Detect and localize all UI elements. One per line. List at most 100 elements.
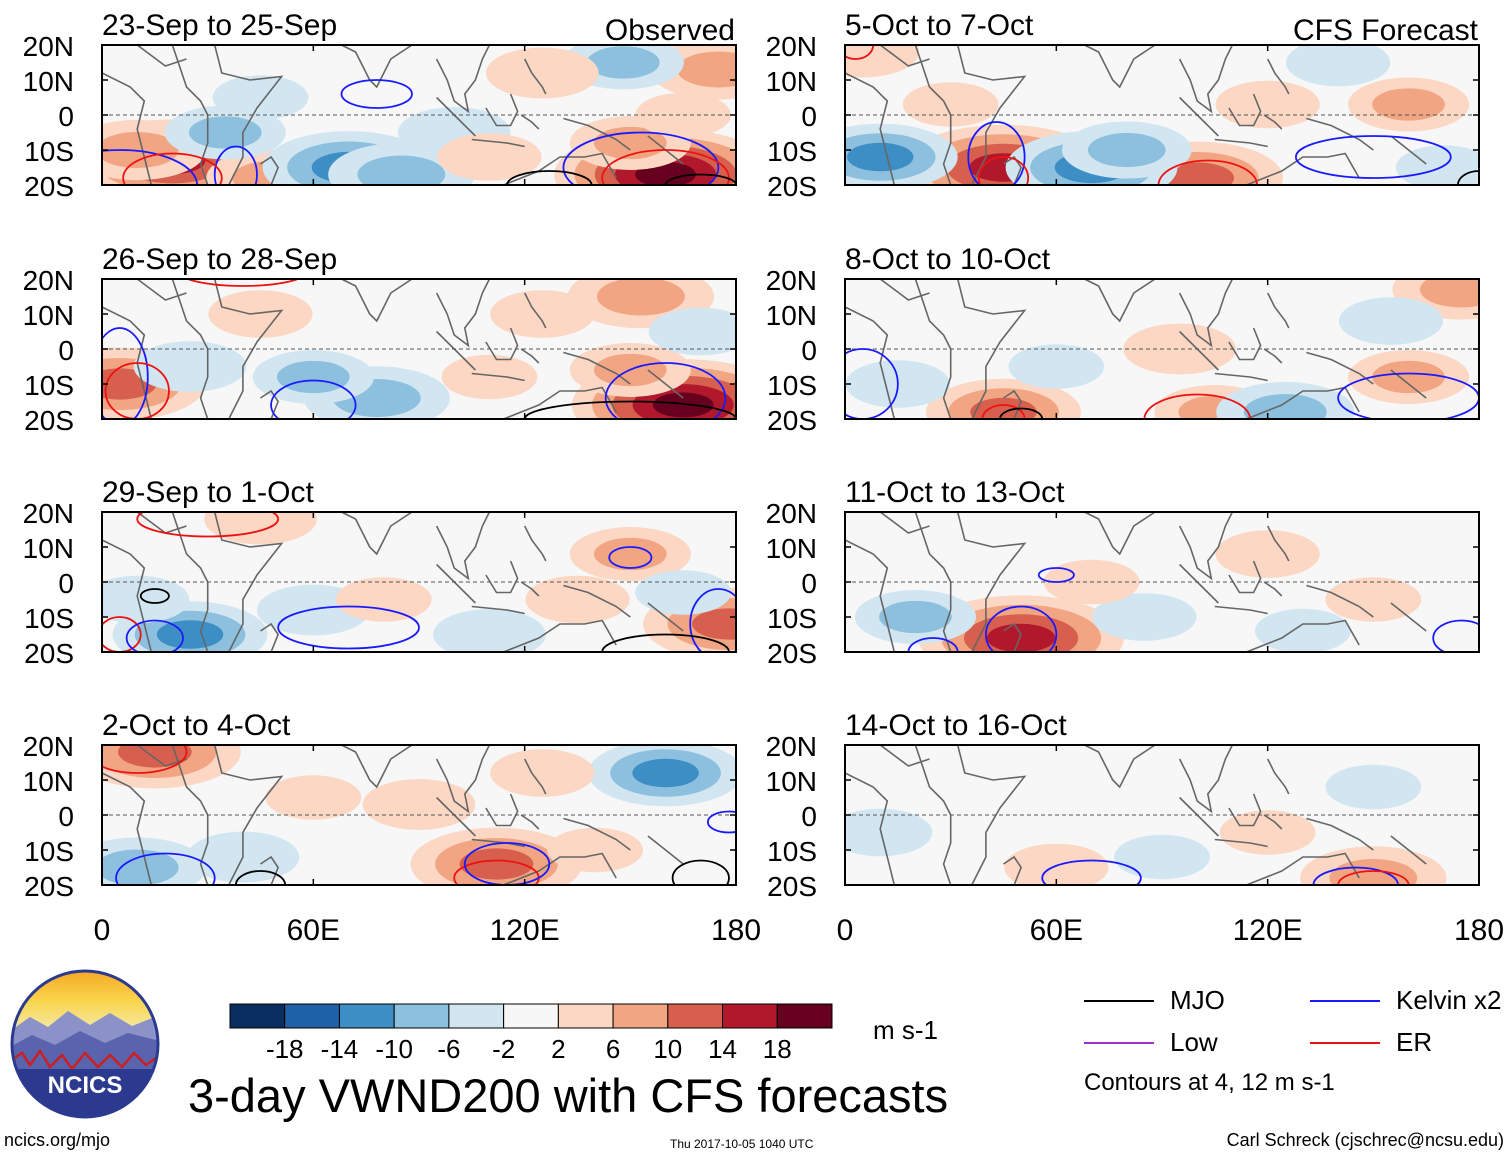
y-tick-label: 10N	[23, 533, 74, 564]
coastline	[341, 45, 413, 89]
contour-er	[1143, 393, 1251, 419]
panel-title: 14-Oct to 16-Oct	[845, 709, 1067, 742]
colorbar-swatch	[776, 1003, 833, 1029]
coastline	[914, 745, 952, 885]
contour-mjo	[234, 870, 287, 885]
anomaly-blob	[632, 758, 699, 788]
anomaly-blob	[441, 354, 538, 400]
anomaly-blob	[1087, 132, 1166, 168]
coastline	[523, 58, 547, 95]
y-tick-label: 20S	[767, 638, 817, 669]
y-tick-label: 20S	[767, 171, 817, 202]
coastline	[503, 386, 617, 419]
coastline	[1228, 327, 1262, 361]
legend-swatch-er	[1310, 1041, 1380, 1044]
coastline	[523, 525, 547, 562]
coastline	[1306, 584, 1374, 618]
coastline	[1306, 817, 1374, 851]
contour-er	[981, 404, 1026, 419]
anomaly-blob	[525, 575, 630, 624]
colorbar-label: 10	[653, 1034, 682, 1064]
anomaly-blob	[879, 600, 952, 634]
anomaly-blob	[586, 46, 660, 79]
y-tick-label: 20N	[23, 731, 74, 762]
coastline	[1003, 622, 1022, 652]
panel-3: 20N 10N 0 10S 20S 2-Oct to 4-Oct	[23, 709, 737, 902]
legend-label: Low	[1170, 1027, 1218, 1057]
panel-title: 23-Sep to 25-Sep	[102, 9, 337, 42]
panel-field	[102, 745, 736, 885]
anomaly-blob	[902, 82, 999, 127]
anomaly-blob	[1160, 162, 1235, 185]
coastline	[1214, 838, 1268, 848]
contour-kelvin-x2	[125, 619, 184, 652]
anomaly-blob	[692, 608, 736, 640]
units-label: m s-1	[873, 1015, 938, 1045]
y-tick-label: 20S	[24, 871, 74, 902]
legend-swatch-kelvin	[1310, 999, 1380, 1002]
coastline	[520, 348, 540, 364]
timestamp: Thu 2017-10-05 1040 UTC	[670, 1137, 814, 1151]
coastline	[503, 852, 617, 885]
y-tick-label: 0	[801, 101, 817, 132]
x-tick-label: 180	[711, 914, 761, 947]
y-tick-label: 10N	[766, 66, 817, 97]
coastline	[523, 292, 547, 329]
anomaly-blob	[1123, 323, 1236, 375]
coastline	[436, 330, 476, 371]
anomaly-blob	[102, 575, 190, 624]
contour-kelvin-x2	[115, 852, 216, 885]
coastline	[1214, 372, 1268, 382]
contour-er	[185, 279, 301, 287]
contour-kelvin-x2	[1432, 619, 1479, 652]
panel-7: 20N 10N 0 10S 20S 14-Oct to 16-Oct	[766, 709, 1480, 902]
anomaly-blob	[847, 142, 914, 172]
coastline	[1084, 279, 1156, 323]
colorbar-swatch	[503, 1003, 559, 1029]
anomaly-blob	[1243, 393, 1327, 419]
anomaly-blob	[652, 392, 714, 418]
colorbar-swatch	[448, 1003, 505, 1029]
contour-kelvin-x2	[845, 348, 899, 419]
anomaly-blob	[1215, 530, 1320, 578]
coastline	[1390, 135, 1427, 165]
coastline	[1263, 814, 1283, 830]
coastline	[485, 793, 519, 827]
legend-swatch-low	[1084, 1041, 1154, 1044]
coastline	[503, 619, 617, 652]
y-tick-label: 10S	[767, 370, 817, 401]
y-tick-label: 10S	[767, 836, 817, 867]
anomaly-blob	[1255, 608, 1351, 652]
contour-er	[845, 45, 875, 60]
colorbar-swatch	[393, 1003, 450, 1029]
coastline	[171, 512, 209, 652]
contour-er	[136, 512, 279, 538]
anomaly-blob	[1285, 45, 1391, 87]
anomaly-blob	[1219, 810, 1316, 855]
y-tick-label: 10N	[766, 300, 817, 331]
colorbar-label: -18	[266, 1034, 304, 1064]
anomaly-blob	[1419, 279, 1479, 308]
anomaly-blob	[845, 45, 919, 78]
anomaly-blob	[1372, 88, 1445, 121]
coastline	[879, 45, 930, 67]
y-tick-label: 20S	[24, 638, 74, 669]
contour-mjo	[999, 407, 1044, 419]
contour-er	[102, 745, 188, 774]
anomaly-blob	[1092, 593, 1197, 641]
anomaly-blob	[1325, 577, 1422, 622]
anomaly-blob	[118, 745, 192, 768]
colorbar-swatch	[229, 1003, 286, 1029]
coastline	[260, 155, 279, 185]
colorbar: -18 -14 -10 -6 -2 2 6 10 14 18	[229, 1003, 833, 1064]
y-tick-label: 0	[58, 568, 74, 599]
x-tick-label: 60E	[287, 914, 340, 947]
panel-field	[102, 45, 736, 185]
anomaly-blob	[1338, 297, 1444, 345]
site-link[interactable]: ncics.org/mjo	[4, 1130, 111, 1150]
contour-kelvin-x2	[984, 605, 1058, 652]
coastline	[435, 512, 491, 581]
contour-mjo	[664, 173, 736, 185]
coastline	[136, 745, 187, 767]
y-tick-label: 10N	[23, 66, 74, 97]
